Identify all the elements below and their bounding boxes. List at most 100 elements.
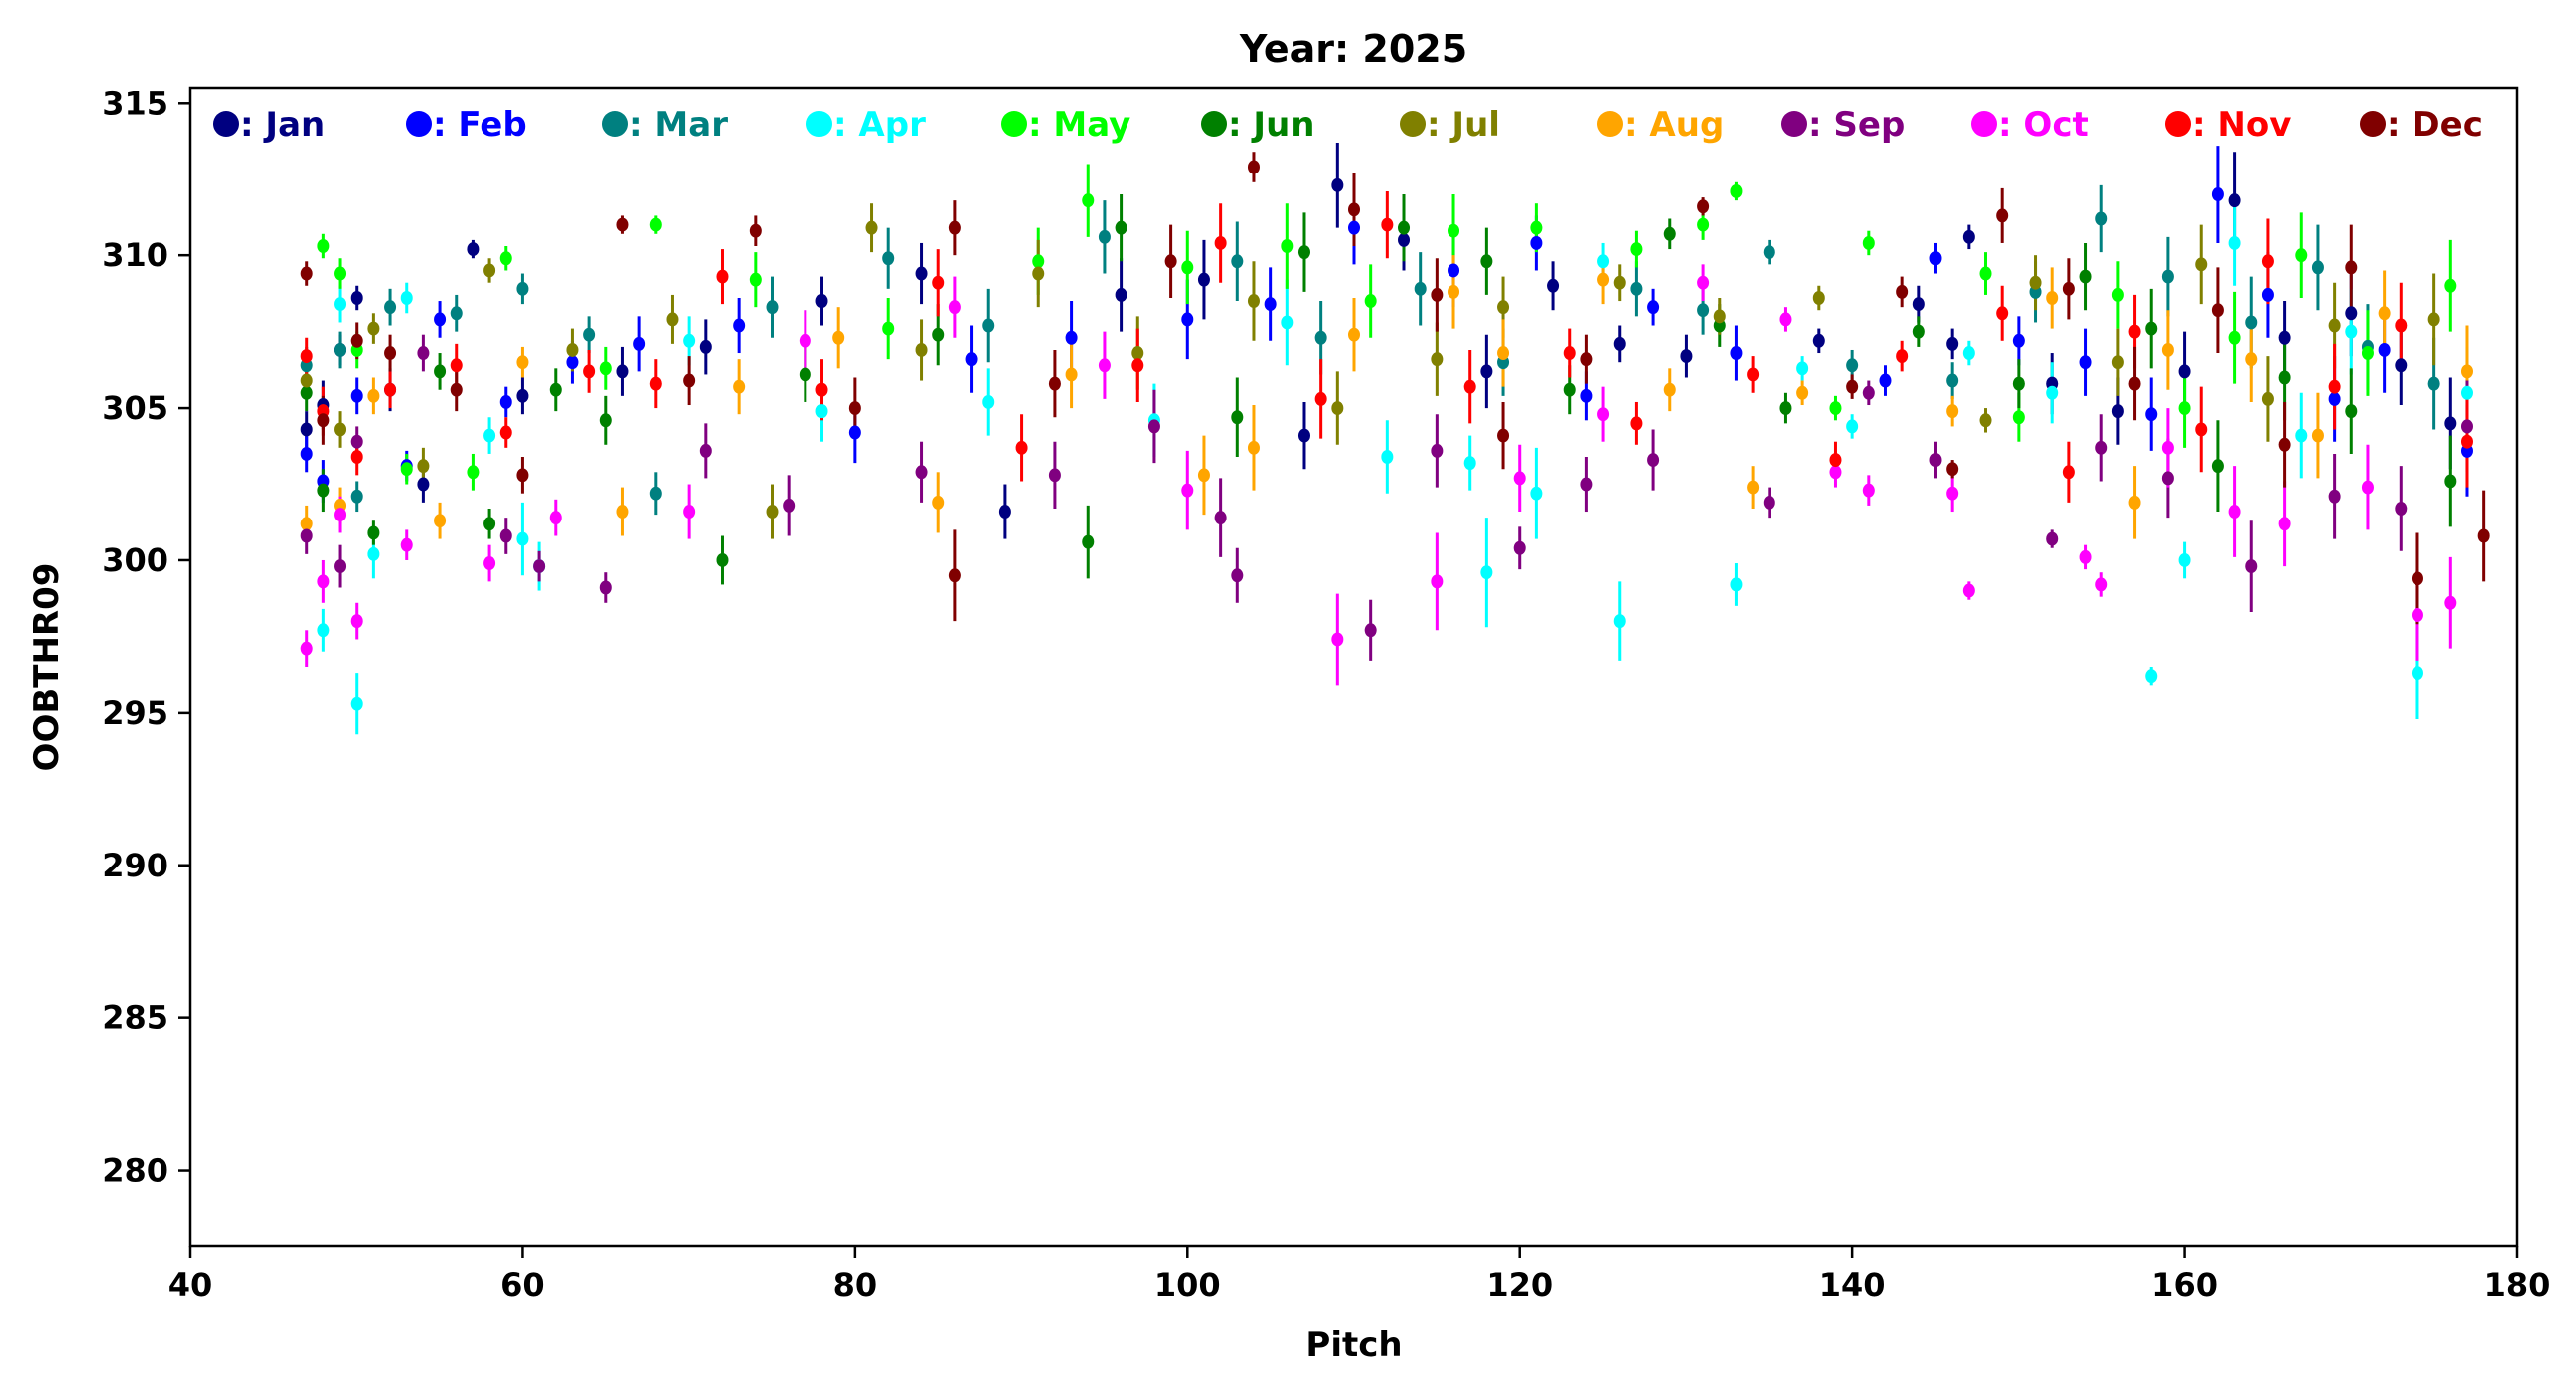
y-tick-label: 280 (102, 1152, 168, 1190)
error-bars (305, 143, 2486, 735)
data-point (1381, 217, 1394, 232)
data-point (1946, 462, 1959, 477)
data-point (1032, 254, 1045, 269)
data-point (932, 275, 945, 290)
data-point (2295, 428, 2308, 443)
data-point (815, 382, 828, 397)
data-point (1896, 349, 1909, 364)
legend-marker (806, 111, 832, 137)
data-point (733, 379, 746, 394)
data-point (1530, 486, 1543, 501)
data-point (1065, 330, 1078, 345)
x-tick-label: 60 (500, 1266, 545, 1304)
data-point (1281, 239, 1294, 254)
data-point (2029, 275, 2042, 290)
data-point (2411, 666, 2423, 681)
data-point (749, 223, 762, 238)
data-point (350, 388, 363, 403)
data-point (982, 318, 995, 333)
data-point (1829, 465, 1842, 480)
data-point (1862, 235, 1875, 250)
data-point (2261, 254, 2274, 269)
data-point (467, 242, 480, 257)
data-point (1281, 315, 1294, 330)
data-point (2228, 505, 2241, 520)
data-point (1463, 379, 1476, 394)
data-point (2361, 480, 2374, 495)
data-point (1996, 208, 2009, 223)
data-point (367, 546, 380, 561)
legend-label: : Mar (629, 105, 728, 145)
data-point (2395, 358, 2408, 373)
data-point (766, 300, 779, 315)
data-point (499, 394, 512, 409)
y-tick-label: 310 (102, 236, 168, 274)
data-point (1197, 468, 1210, 483)
data-point (450, 382, 463, 397)
data-point (2161, 342, 2174, 357)
data-point (300, 385, 313, 400)
data-point (2046, 290, 2059, 305)
data-point (334, 508, 347, 522)
data-point (649, 486, 662, 501)
data-point (2145, 321, 2158, 336)
legend-marker (406, 111, 432, 137)
data-point (1929, 453, 1942, 468)
data-point (616, 505, 629, 520)
data-point (848, 425, 861, 440)
data-point (300, 641, 313, 656)
data-point (1048, 376, 1061, 391)
data-point (1414, 281, 1427, 296)
data-point (2178, 401, 2191, 416)
data-point (1946, 336, 1959, 351)
data-point (2311, 428, 2324, 443)
data-point (2345, 324, 2358, 339)
data-point (1812, 290, 1825, 305)
data-point (1862, 385, 1875, 400)
data-point (300, 422, 313, 437)
data-point (749, 272, 762, 287)
data-point (350, 489, 363, 504)
data-point (417, 459, 430, 474)
data-point (1929, 251, 1942, 266)
data-point (683, 333, 696, 348)
data-point (2444, 474, 2457, 489)
data-point (367, 388, 380, 403)
data-point (683, 373, 696, 388)
legend-marker (1201, 111, 1227, 137)
data-point (1032, 266, 1045, 281)
data-point (1812, 333, 1825, 348)
data-point (2211, 459, 2224, 474)
data-point (2361, 346, 2374, 361)
data-point (2128, 376, 2141, 391)
data-point (616, 364, 629, 379)
data-point (948, 568, 961, 583)
data-point (1463, 456, 1476, 471)
data-point (1946, 404, 1959, 419)
data-point (2278, 437, 2291, 452)
data-point (549, 382, 562, 397)
data-point (2095, 577, 2108, 592)
data-point (848, 401, 861, 416)
data-point (2012, 376, 2025, 391)
data-point (400, 462, 413, 477)
x-tick-label: 40 (168, 1266, 213, 1304)
data-point (649, 376, 662, 391)
data-point (583, 364, 596, 379)
chart-title: Year: 2025 (1239, 27, 1467, 71)
data-point (1613, 336, 1626, 351)
legend-marker (1597, 111, 1623, 137)
data-point (1398, 220, 1411, 235)
data-point (483, 428, 496, 443)
legend-label: : Apr (833, 105, 926, 145)
data-point (334, 559, 347, 574)
data-point (1115, 287, 1127, 302)
y-axis-ticks: 280 285 290 295 300 305 310 315 (102, 84, 190, 1190)
data-point (1563, 346, 1576, 361)
data-point (384, 382, 397, 397)
data-point (948, 300, 961, 315)
data-point (1647, 453, 1660, 468)
data-point (1431, 287, 1444, 302)
data-point (1497, 346, 1510, 361)
data-point (2195, 257, 2208, 272)
